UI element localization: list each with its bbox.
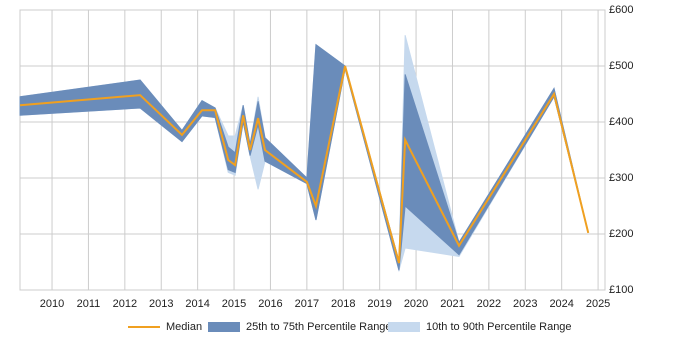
legend-label: Median bbox=[166, 321, 202, 333]
x-tick-label: 2025 bbox=[586, 298, 610, 310]
x-tick-label: 2022 bbox=[477, 298, 501, 310]
x-tick-label: 2010 bbox=[40, 298, 64, 310]
legend-label: 25th to 75th Percentile Range bbox=[246, 321, 392, 333]
x-tick-label: 2016 bbox=[258, 298, 282, 310]
legend-label: 10th to 90th Percentile Range bbox=[426, 321, 572, 333]
x-tick-label: 2014 bbox=[185, 298, 209, 310]
x-tick-label: 2021 bbox=[440, 298, 464, 310]
legend-swatch bbox=[388, 322, 420, 332]
x-tick-label: 2012 bbox=[113, 298, 137, 310]
y-tick-label: £200 bbox=[609, 228, 633, 240]
x-tick-label: 2015 bbox=[222, 298, 246, 310]
x-tick-label: 2018 bbox=[331, 298, 355, 310]
y-tick-label: £400 bbox=[609, 116, 633, 128]
y-tick-label: £600 bbox=[609, 4, 633, 16]
y-tick-label: £300 bbox=[609, 172, 633, 184]
x-tick-label: 2013 bbox=[149, 298, 173, 310]
x-tick-label: 2019 bbox=[367, 298, 391, 310]
y-tick-label: £500 bbox=[609, 60, 633, 72]
y-tick-label: £100 bbox=[609, 284, 633, 296]
legend-swatch bbox=[208, 322, 240, 332]
median-line bbox=[19, 65, 590, 264]
x-tick-label: 2020 bbox=[404, 298, 428, 310]
x-tick-label: 2024 bbox=[549, 298, 573, 310]
x-tick-label: 2011 bbox=[77, 298, 101, 310]
x-tick-label: 2017 bbox=[295, 298, 319, 310]
x-tick-label: 2023 bbox=[513, 298, 537, 310]
